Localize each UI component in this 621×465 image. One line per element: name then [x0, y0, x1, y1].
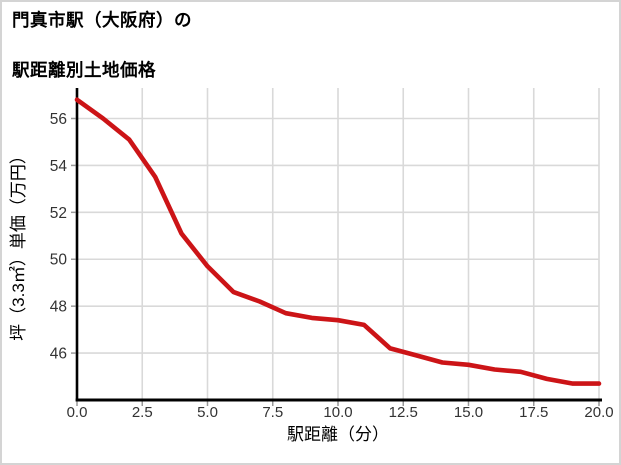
x-tick-label: 5.0 [197, 404, 218, 421]
x-tick-label: 17.5 [519, 404, 548, 421]
chart-title: 門真市駅（大阪府）の 駅距離別土地価格 [12, 8, 192, 83]
y-tick-label: 46 [50, 346, 67, 363]
y-tick-label: 56 [50, 111, 67, 128]
chart-title-line2: 駅距離別土地価格 [12, 60, 156, 80]
x-tick-label: 0.0 [67, 404, 88, 421]
x-tick-label: 12.5 [389, 404, 418, 421]
tick-label-layer: 0.0 2.5 5.0 7.5 10.0 12.5 15.0 17.5 20.0 46 48 50 52… [50, 111, 614, 421]
x-tick-label: 20.0 [584, 404, 613, 421]
series-layer [74, 97, 602, 386]
y-tick-label: 48 [50, 299, 67, 316]
axis-layer [75, 88, 602, 402]
x-tick-label: 7.5 [262, 404, 283, 421]
x-axis-title: 駅距離（分） [287, 425, 389, 444]
y-tick-label: 54 [50, 158, 68, 175]
tick-layer [71, 117, 600, 406]
y-axis-title: 坪（3.3㎡）単価（万円） [9, 147, 28, 341]
y-tick-label: 50 [50, 252, 68, 269]
price-line [74, 97, 602, 386]
x-tick-label: 15.0 [454, 404, 483, 421]
x-tick-label: 2.5 [132, 404, 153, 421]
grid-layer [77, 88, 600, 400]
y-tick-label: 52 [50, 205, 67, 222]
chart-title-line1: 門真市駅（大阪府）の [12, 10, 192, 30]
x-tick-label: 10.0 [323, 404, 352, 421]
